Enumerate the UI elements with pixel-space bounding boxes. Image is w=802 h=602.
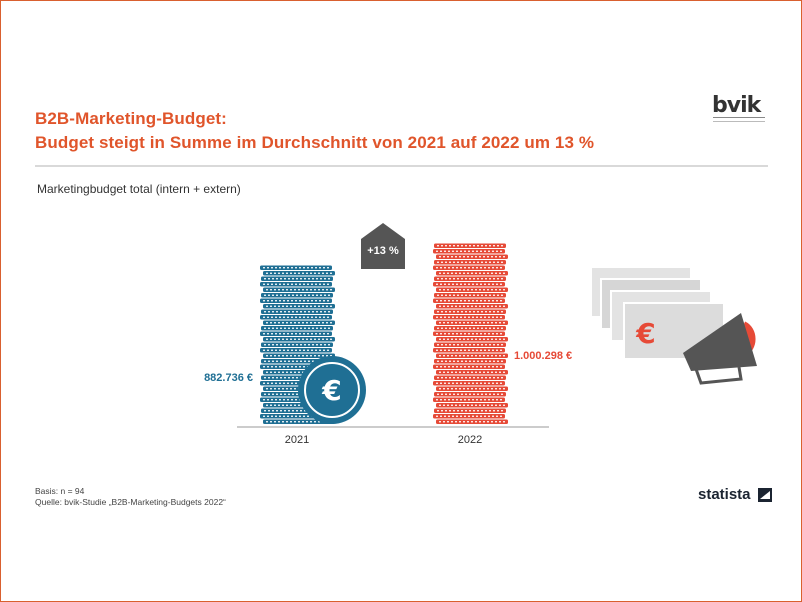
statista-logo-icon: statista <box>698 486 772 503</box>
footnote-source: Quelle: bvik-Studie „B2B-Marketing-Budge… <box>35 497 226 507</box>
title-line-2: Budget steigt in Summe im Durchschnitt v… <box>35 133 595 152</box>
bill-euro-symbol: € <box>635 317 655 350</box>
change-badge: +13 % <box>361 223 405 269</box>
euro-coin-icon: € <box>298 356 366 424</box>
bvik-logo-text: bvik <box>712 93 761 118</box>
bvik-logo: bvik <box>700 93 772 125</box>
chart-labels: 2021 882.736 € 2022 1.000.298 € <box>204 350 572 446</box>
data-label-2021: 882.736 € <box>204 372 253 384</box>
statista-wordmark: statista <box>698 486 751 503</box>
coin-stacks <box>260 243 508 424</box>
money-megaphone-icon: € <box>590 266 757 385</box>
statista-mark <box>757 488 772 503</box>
title-line-1: B2B-Marketing-Budget: <box>35 109 227 128</box>
change-badge-label: +13 % <box>367 245 399 257</box>
euro-coin-symbol: € <box>321 374 341 407</box>
divider <box>35 165 768 167</box>
footnote-basis: Basis: n = 94 <box>35 486 85 496</box>
x-tick-label-2022: 2022 <box>458 434 482 446</box>
data-label-2022: 1.000.298 € <box>514 350 572 362</box>
bvik-logo-underline <box>713 117 765 122</box>
x-tick-label-2021: 2021 <box>285 434 309 446</box>
bar-2022 <box>433 243 508 424</box>
chart-subtitle: Marketingbudget total (intern + extern) <box>37 182 241 196</box>
